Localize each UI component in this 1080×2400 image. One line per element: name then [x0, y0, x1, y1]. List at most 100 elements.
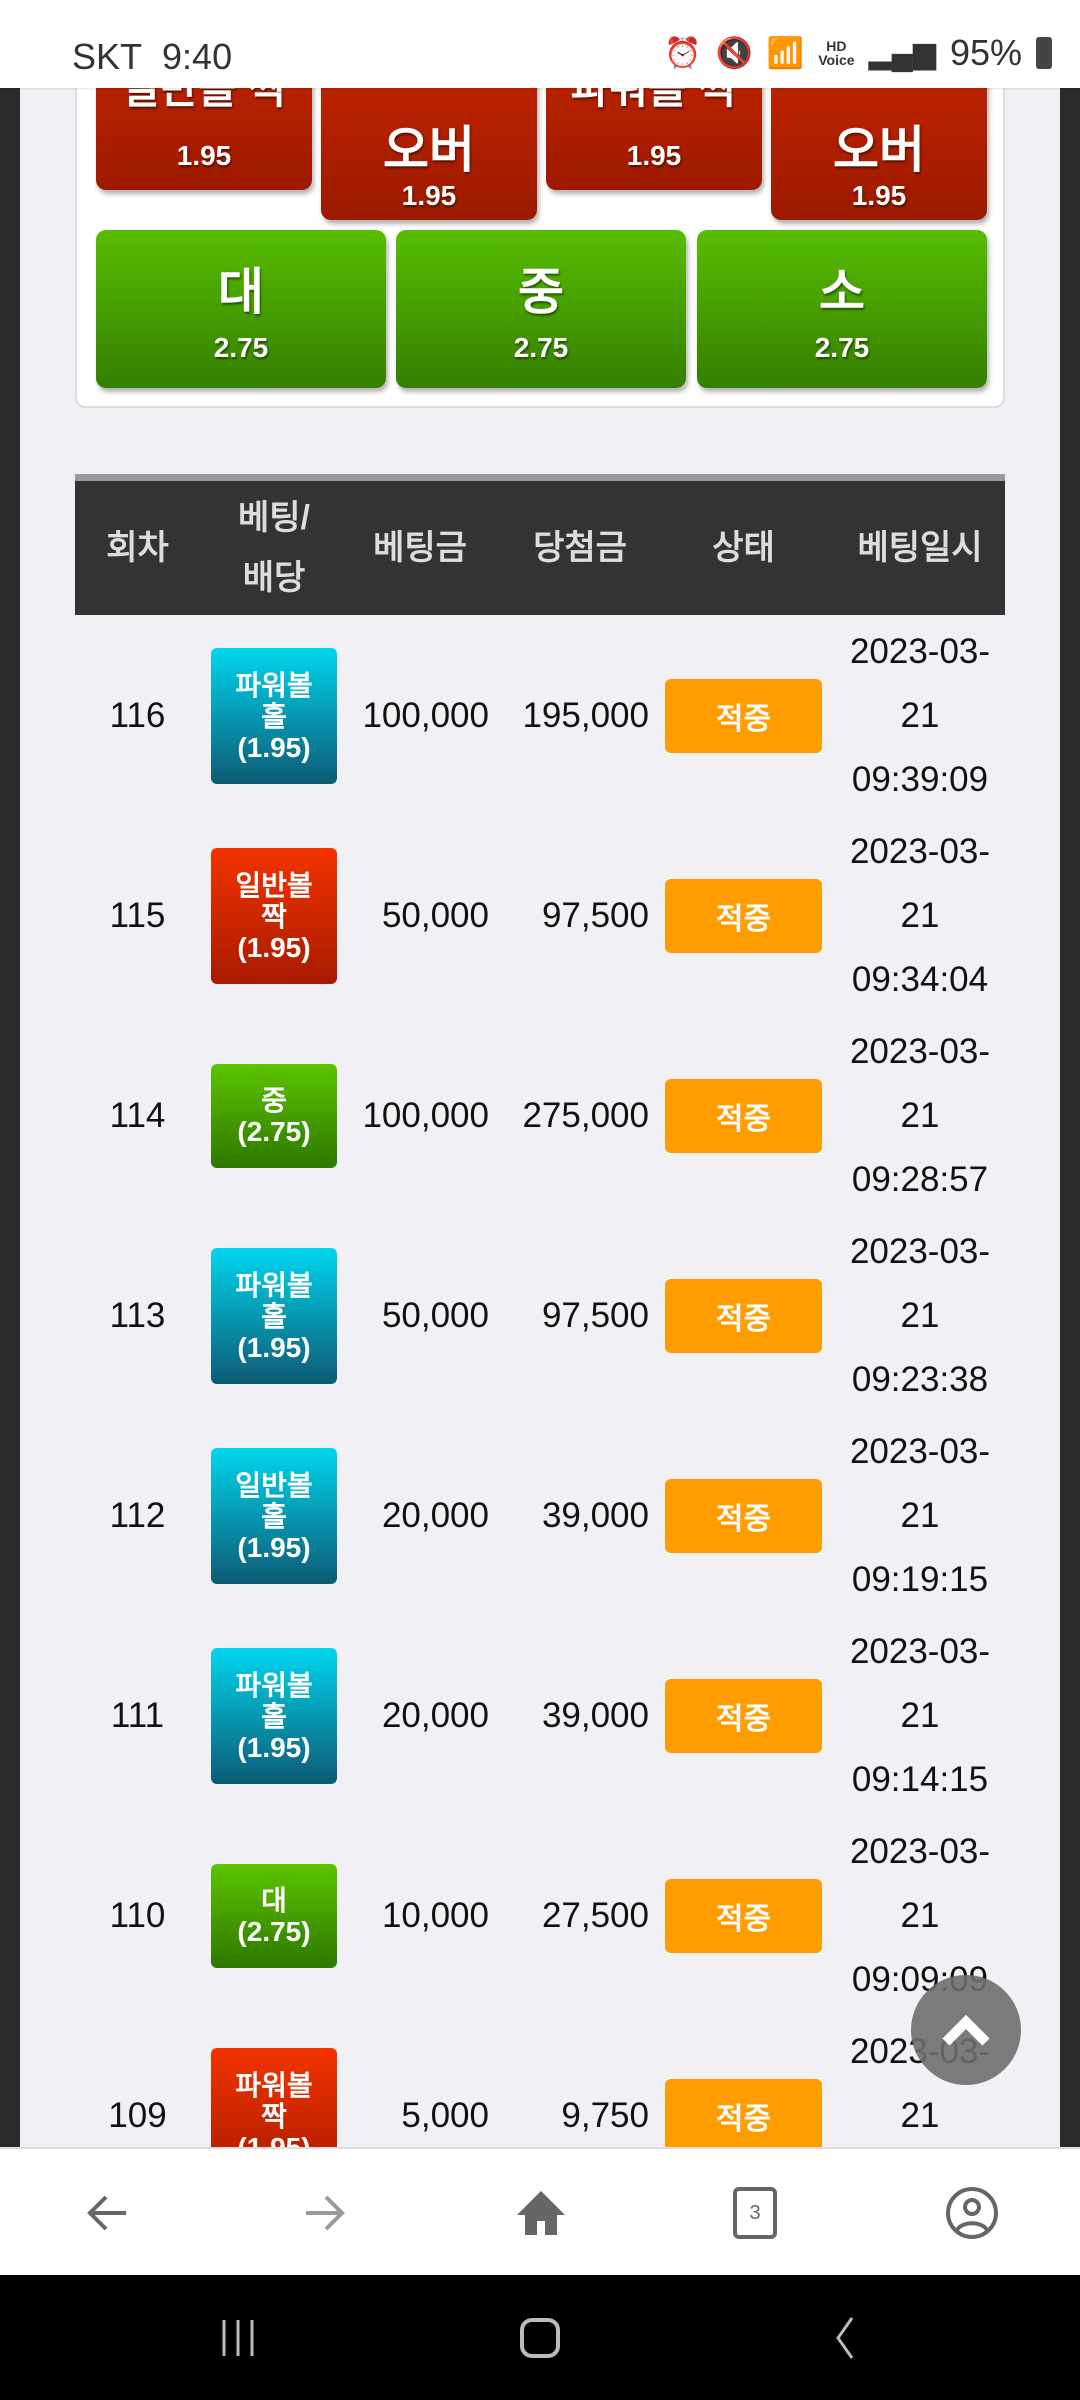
bet-amount: 100,000: [362, 696, 489, 735]
recents-button[interactable]: [208, 2313, 268, 2363]
bet-option-label: 오버: [833, 122, 925, 178]
bet-amount: 50,000: [381, 896, 489, 935]
carrier-time: SKT 9:40: [72, 36, 232, 78]
tabs-icon: 3: [733, 2187, 777, 2239]
status-badge: 적중: [665, 1279, 822, 1353]
win-amount: 275,000: [522, 1096, 649, 1135]
bet-option-odds: 1.95: [401, 180, 457, 211]
table-row: 115 일반볼 짝 (1.95) 50,000 97,500 적중 2023-0…: [75, 816, 1005, 1016]
time: 09:14:15: [851, 1760, 989, 1799]
profile-button[interactable]: [942, 2183, 1002, 2243]
bet-button-medium[interactable]: 중 2.75: [396, 230, 686, 388]
status-badge: 적중: [665, 1879, 822, 1953]
bet-option-odds: 2.75: [213, 332, 269, 363]
bet-datetime: 2023-03- 21 09:34:04: [835, 816, 1005, 1016]
header-win-amount: 당첨금: [533, 529, 627, 567]
bet-amount: 20,000: [381, 1496, 489, 1535]
bet-datetime: 2023-03- 21 09:14:15: [835, 1616, 1005, 1816]
table-row: 113 파워볼 홀 (1.95) 50,000 97,500 적중 2023-0…: [75, 1216, 1005, 1416]
bet-option-odds: 1.95: [176, 140, 232, 171]
system-navigation-bar: [0, 2275, 1080, 2400]
bet-datetime: 2023-03- 21 09:23:38: [835, 1216, 1005, 1416]
bet-datetime: 2023-03- 21 09:19:15: [835, 1416, 1005, 1616]
header-bet-date: 베팅일시: [857, 529, 983, 567]
signal-icon: ▂▄▆: [868, 36, 936, 70]
bet-button-small[interactable]: 소 2.75: [697, 230, 987, 388]
bet-option-label: 대: [218, 264, 264, 320]
table-row: 110 대 (2.75) 10,000 27,500 적중 2023-03- 2…: [75, 1816, 1005, 2016]
back-icon: [836, 2317, 854, 2359]
bet-badge: 파워볼 홀 (1.95): [211, 1248, 337, 1384]
date: 2023-03-: [849, 632, 991, 671]
battery-icon: [1036, 37, 1052, 69]
page-left-edge: [0, 88, 20, 2148]
forward-button[interactable]: [294, 2183, 354, 2243]
status-badge: 적중: [665, 679, 822, 753]
home-button[interactable]: [511, 2183, 571, 2243]
date: 2023-03-: [849, 1232, 991, 1271]
wifi-icon: 📶: [766, 36, 805, 70]
home-icon: [520, 2318, 560, 2358]
bet-badge: 파워볼 홀 (1.95): [211, 1648, 337, 1784]
home-icon: [517, 2191, 565, 2235]
bet-badge: 대 (2.75): [211, 1864, 337, 1968]
status-badge: 적중: [665, 1079, 822, 1153]
bet-badge: 일반볼 짝 (1.95): [211, 848, 337, 984]
date: 2023-03-: [849, 1432, 991, 1471]
recents-icon: [222, 2320, 254, 2356]
bet-datetime: 2023-03- 21 09:39:09: [835, 616, 1005, 816]
bet-datetime: 2023-03- 21 09:28:57: [835, 1016, 1005, 1216]
status-badge: 적중: [665, 879, 822, 953]
header-bet-odds: 베팅/ 배당: [237, 499, 310, 597]
clock: 9:40: [162, 36, 233, 77]
status-bar: SKT 9:40 ⏰ 🔇 📶 HD Voice ▂▄▆ 95%: [0, 0, 1080, 88]
status-badge: 적중: [665, 1479, 822, 1553]
bet-option-label: 중: [518, 264, 564, 320]
time: 09:19:15: [851, 1560, 989, 1599]
time: 09:23:38: [851, 1360, 989, 1399]
bet-amount: 100,000: [362, 1096, 489, 1135]
header-bet-amount: 베팅금: [373, 529, 467, 567]
bet-option-odds: 1.95: [626, 140, 682, 171]
hd-voice-icon: HD Voice: [818, 38, 855, 68]
system-back-button[interactable]: [815, 2313, 875, 2363]
scroll-to-top-button[interactable]: [911, 1975, 1021, 2085]
win-amount: 97,500: [541, 1296, 649, 1335]
round-number: 111: [110, 1696, 165, 1735]
back-button[interactable]: [78, 2183, 138, 2243]
page-right-edge: [1060, 88, 1080, 2148]
win-amount: 39,000: [541, 1696, 649, 1735]
bet-option-odds: 2.75: [814, 332, 870, 363]
tab-count: 3: [749, 2201, 761, 2224]
forward-icon: [306, 2195, 345, 2231]
system-home-button[interactable]: [510, 2313, 570, 2363]
tabs-button[interactable]: 3: [725, 2183, 785, 2243]
time: 09:39:09: [851, 760, 989, 799]
day: 21: [900, 1896, 940, 1935]
mute-icon: 🔇: [715, 36, 753, 70]
bet-option-label: 소: [819, 264, 865, 320]
profile-icon: [946, 2187, 998, 2239]
bet-option-odds: 2.75: [513, 332, 569, 363]
bet-option-odds: 1.95: [851, 180, 907, 211]
time: 09:34:04: [851, 960, 989, 999]
bet-badge: 일반볼 홀 (1.95): [211, 1448, 337, 1584]
bet-badge: 중 (2.75): [211, 1064, 337, 1168]
bet-datetime: 2023-03- 21 09:09:09: [835, 1816, 1005, 2016]
bet-amount: 5,000: [401, 2096, 489, 2135]
table-row: 111 파워볼 홀 (1.95) 20,000 39,000 적중 2023-0…: [75, 1616, 1005, 1816]
day: 21: [900, 1696, 940, 1735]
alarm-icon: ⏰: [664, 36, 702, 70]
day: 21: [900, 1296, 940, 1335]
date: 2023-03-: [849, 1032, 991, 1071]
round-number: 116: [109, 696, 166, 735]
round-number: 113: [109, 1296, 166, 1335]
win-amount: 9,750: [561, 2096, 649, 2135]
bet-button-large[interactable]: 대 2.75: [96, 230, 386, 388]
day: 21: [900, 896, 940, 935]
header-status: 상태: [712, 529, 775, 567]
table-row: 116 파워볼 홀 (1.95) 100,000 195,000 적중 2023…: [75, 616, 1005, 816]
day: 21: [900, 1496, 940, 1535]
round-number: 109: [108, 2096, 167, 2135]
win-amount: 39,000: [541, 1496, 649, 1535]
